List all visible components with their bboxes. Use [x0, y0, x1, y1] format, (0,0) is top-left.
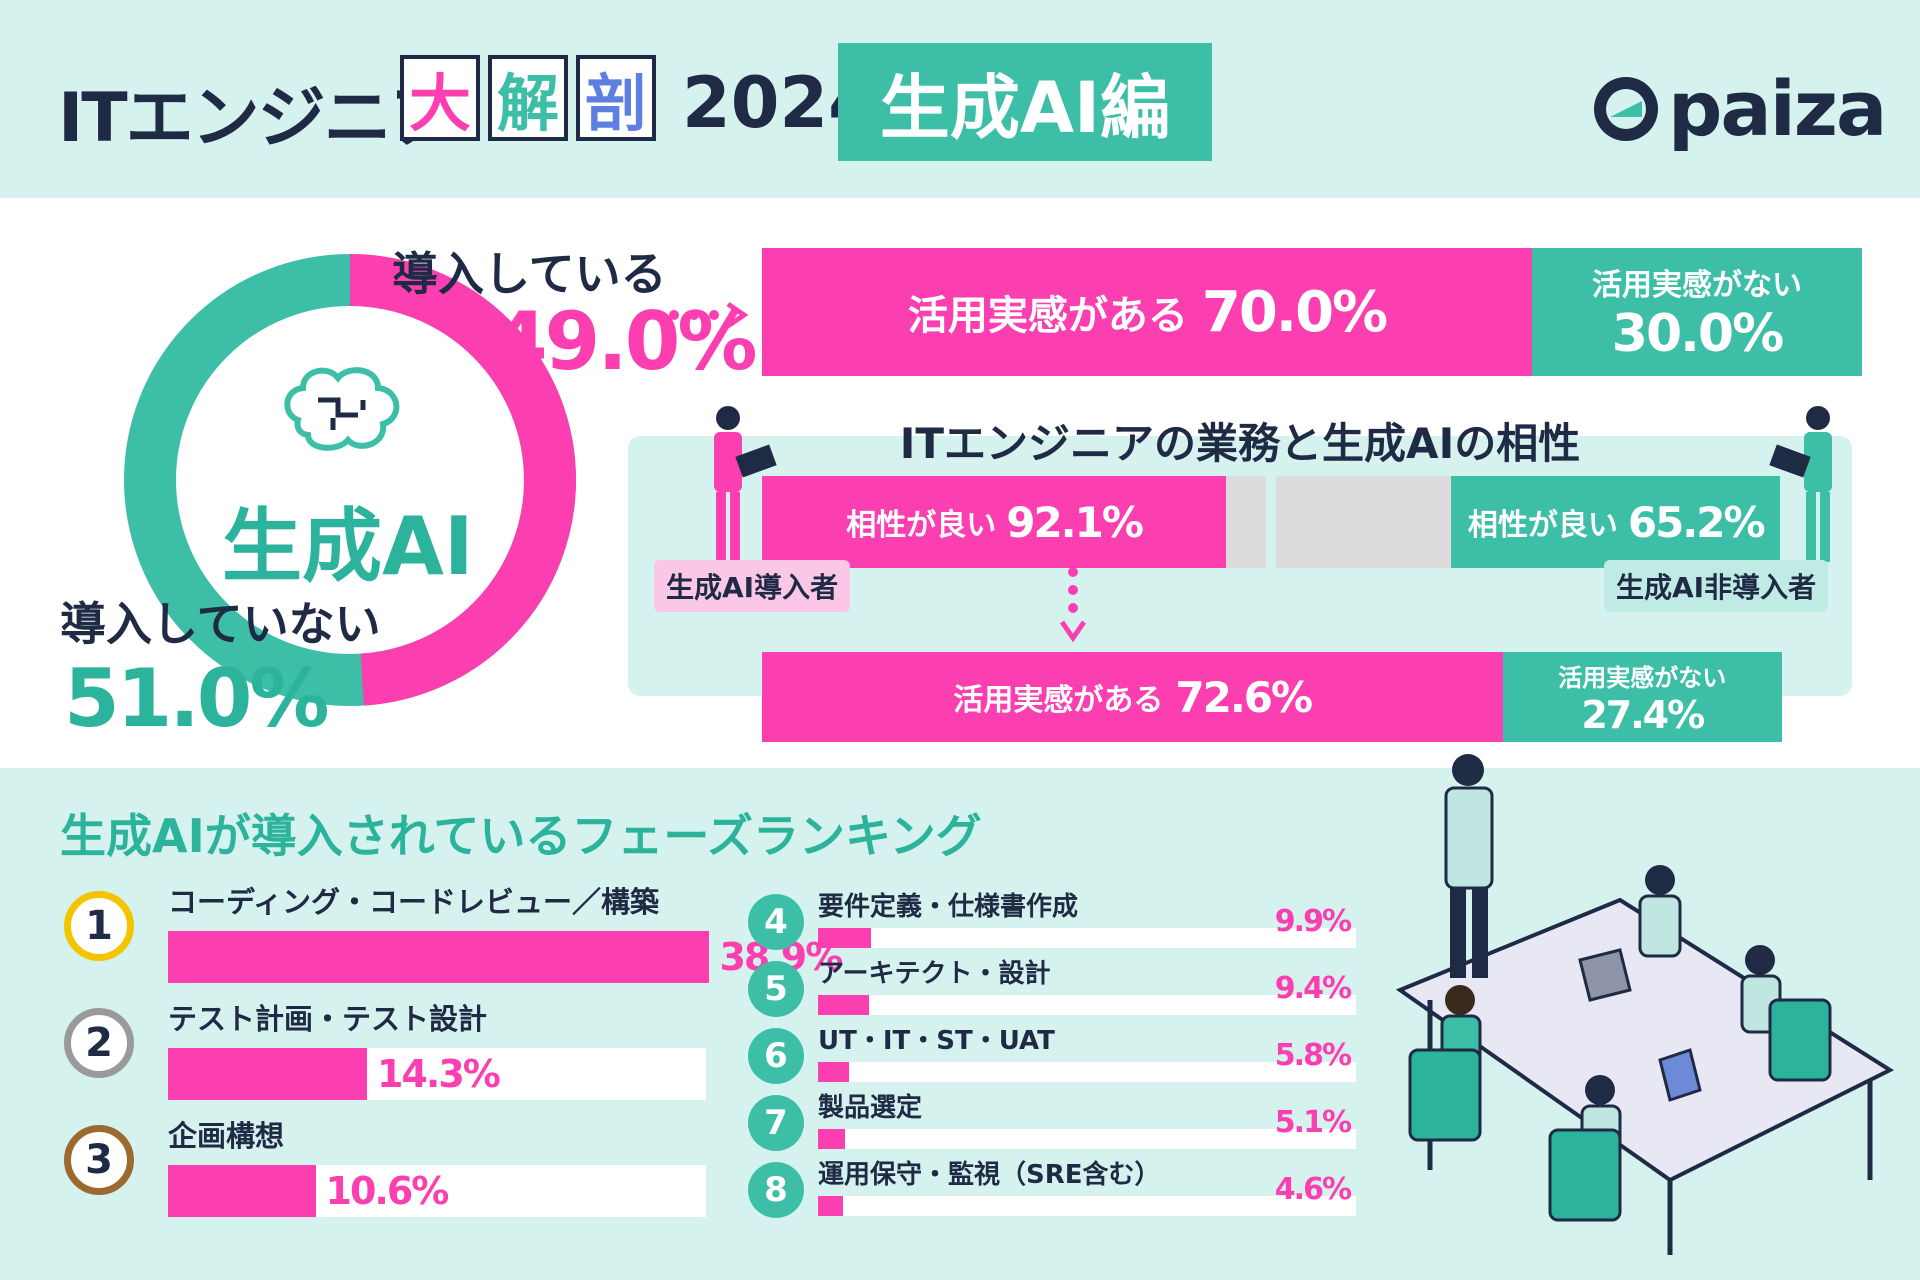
rank-track-4 [818, 928, 1356, 948]
rank-pct-2: 14.3% [377, 1052, 501, 1096]
sub-utility-no-label: 活用実感がない [1558, 663, 1727, 692]
utility-yes-label: 活用実感がある [907, 293, 1188, 339]
rank-number-5: 5 [748, 961, 804, 1017]
rank-bar-1 [168, 931, 710, 983]
title-prefix: ITエンジニア [58, 79, 458, 158]
rank-track-1 [168, 931, 710, 983]
rank-track-7 [818, 1129, 1356, 1149]
rank-label-6: UT・IT・ST・UAT [818, 1026, 1055, 1056]
non-adopter-compat-bar: 相性が良い 65.2% [1451, 476, 1780, 568]
paiza-logo: paiza [1590, 64, 1887, 153]
utility-no-label: 活用実感がない [1592, 268, 1802, 303]
title-kanji-2: 解 [488, 55, 568, 141]
rank-bar-8 [818, 1196, 843, 1216]
person-non-adopter-icon [1769, 406, 1832, 562]
adoption-donut [124, 254, 576, 706]
dotted-arrow-down-icon [1059, 567, 1087, 643]
donut-center-label: 生成AI [222, 500, 474, 593]
rank-medal-3: 3 [64, 1125, 134, 1195]
utility-yes-segment: 活用実感がある 70.0% [762, 248, 1532, 376]
adopter-compat-label: 相性が良い [846, 508, 997, 543]
sub-utility-no-segment: 活用実感がない 27.4% [1502, 652, 1782, 742]
rank-label-1: コーディング・コードレビュー／構築 [168, 885, 659, 919]
ranking-title: 生成AIが導入されているフェーズランキング [60, 809, 982, 863]
rank-bar-2 [168, 1048, 368, 1100]
rank-bar-3 [168, 1165, 316, 1217]
rank-label-5: アーキテクト・設計 [818, 959, 1051, 989]
rank-pct-3: 10.6% [325, 1169, 450, 1213]
sub-utility-bar: 活用実感がある 72.6% 活用実感がない 27.4% [762, 652, 1782, 742]
person-adopter-icon [714, 406, 777, 562]
rank-pct-7: 5.1% [1274, 1105, 1352, 1140]
non-adopters-tag: 生成AI非導入者 [1604, 560, 1829, 612]
rank-label-2: テスト計画・テスト設計 [168, 1002, 488, 1036]
rank-pct-8: 4.6% [1274, 1172, 1352, 1207]
rank-label-3: 企画構想 [168, 1119, 285, 1153]
rank-track-6 [818, 1062, 1356, 1082]
rank-medal-1: 1 [64, 891, 134, 961]
rank-track-5 [818, 995, 1356, 1015]
title-kanji-1: 大 [400, 55, 480, 141]
rank-number-6: 6 [748, 1028, 804, 1084]
non-adopter-compat-label: 相性が良い [1467, 508, 1618, 543]
rank-number-7: 7 [748, 1095, 804, 1151]
logo-text: paiza [1668, 64, 1887, 153]
utility-no-pct: 30.0% [1611, 304, 1784, 364]
subtitle: 生成AI編 [838, 43, 1212, 161]
adopted-label: 導入している [392, 247, 667, 301]
sub-utility-yes-pct: 72.6% [1175, 672, 1313, 722]
not-adopted-label: 導入していない [60, 597, 381, 651]
adopter-compat-pct: 92.1% [1006, 497, 1144, 547]
rank-number-4: 4 [748, 894, 804, 950]
sub-utility-yes-segment: 活用実感がある 72.6% [762, 652, 1503, 742]
rank-label-4: 要件定義・仕様書作成 [818, 892, 1079, 922]
adopter-compat-bar: 相性が良い 92.1% [762, 476, 1227, 568]
rank-pct-5: 9.4% [1274, 971, 1352, 1006]
rank-track-8 [818, 1196, 1356, 1216]
title-kanji-3: 剖 [576, 55, 656, 141]
rank-bar-4 [818, 928, 872, 948]
rank-track-3 [168, 1165, 706, 1217]
donut-slice-adopted [124, 254, 576, 706]
utility-bar: 活用実感がある 70.0% 活用実感がない 30.0% [762, 248, 1862, 376]
non-adopter-compat-pct: 65.2% [1627, 497, 1766, 547]
rank-bar-7 [818, 1129, 846, 1149]
compat-title: ITエンジニアの業務と生成AIの相性 [899, 419, 1581, 468]
adopter-compat-track: 相性が良い 92.1% [762, 476, 1266, 568]
rank-label-8: 運用保守・監視（SRE含む） [818, 1160, 1161, 1190]
paiza-mark-icon [1594, 76, 1658, 141]
utility-yes-pct: 70.0% [1201, 279, 1388, 345]
utility-no-segment: 活用実感がない 30.0% [1532, 248, 1862, 376]
rank-pct-4: 9.9% [1274, 904, 1352, 939]
dotted-arrow-right-icon [669, 301, 749, 329]
non-adopter-compat-track: 相性が良い 65.2% [1276, 476, 1780, 568]
rank-medal-2: 2 [64, 1008, 134, 1078]
rank-track-2 [168, 1048, 706, 1100]
sub-utility-no-pct: 27.4% [1581, 692, 1705, 737]
meeting-illustration [1395, 754, 1895, 1255]
rank-label-7: 製品選定 [818, 1093, 923, 1123]
adopters-tag: 生成AI導入者 [654, 560, 851, 612]
sub-utility-yes-label: 活用実感がある [953, 683, 1164, 718]
not-adopted-pct: 51.0% [64, 652, 330, 745]
rank-bar-6 [818, 1062, 850, 1082]
rank-number-8: 8 [748, 1162, 804, 1218]
rank-bar-5 [818, 995, 869, 1015]
rank-pct-6: 5.8% [1274, 1038, 1352, 1073]
brain-icon [284, 367, 400, 451]
